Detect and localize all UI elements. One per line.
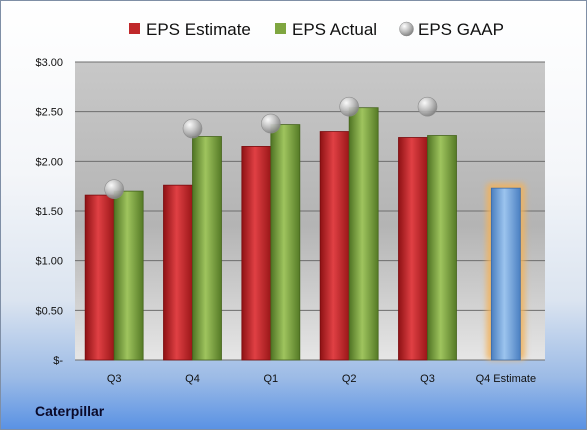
legend-swatch <box>129 23 140 34</box>
bars <box>84 107 526 361</box>
legend-label: EPS GAAP <box>418 20 504 39</box>
legend-label: EPS Estimate <box>146 20 251 39</box>
eps-actual-bar <box>113 190 144 361</box>
eps-actual-bar <box>427 135 457 361</box>
x-tick-label: Q4 <box>185 373 200 385</box>
eps-estimate-bar <box>319 131 350 361</box>
eps-actual-bar <box>192 136 222 361</box>
q4-estimate-bar <box>490 187 521 361</box>
y-tick-label: $2.50 <box>35 107 63 119</box>
eps-gaap-marker <box>339 96 359 117</box>
legend: EPS Estimate EPS Actual EPS GAAP <box>129 20 504 39</box>
legend-label: EPS Actual <box>292 20 377 39</box>
gridlines <box>75 61 545 361</box>
x-tick-label: Q3 <box>107 373 122 385</box>
gaap-markers <box>104 96 438 199</box>
eps-gaap-marker <box>104 179 124 199</box>
y-tick-label: $3.00 <box>35 57 63 69</box>
eps-estimate-bar <box>84 194 115 361</box>
eps-gaap-marker <box>182 118 203 139</box>
y-tick-label: $- <box>53 355 63 367</box>
eps-actual-bar <box>270 124 301 361</box>
y-axis-ticks: $- $0.50 $1.00 $1.50 $2.00 $2.50 $3.00 <box>35 57 63 367</box>
x-axis-ticks: Q3 Q4 Q1 Q2 Q3 Q4 Estimate <box>107 373 536 385</box>
x-tick-label: Q2 <box>342 373 357 385</box>
y-tick-label: $1.00 <box>35 256 63 268</box>
x-tick-label: Q1 <box>263 373 278 385</box>
eps-gaap-marker <box>261 113 281 134</box>
y-tick-label: $1.50 <box>35 206 63 218</box>
legend-swatch <box>275 23 286 34</box>
company-name: Caterpillar <box>35 403 105 419</box>
x-tick-label: Q3 <box>420 373 435 385</box>
eps-estimate-bar <box>398 137 428 361</box>
legend-swatch <box>399 21 414 37</box>
eps-estimate-bar <box>241 146 272 361</box>
eps-gaap-marker <box>417 96 438 117</box>
y-tick-label: $0.50 <box>35 305 63 317</box>
eps-estimate-bar <box>163 184 193 361</box>
eps-actual-bar <box>348 107 379 361</box>
y-tick-label: $2.00 <box>35 156 63 168</box>
x-tick-label: Q4 Estimate <box>476 373 537 385</box>
